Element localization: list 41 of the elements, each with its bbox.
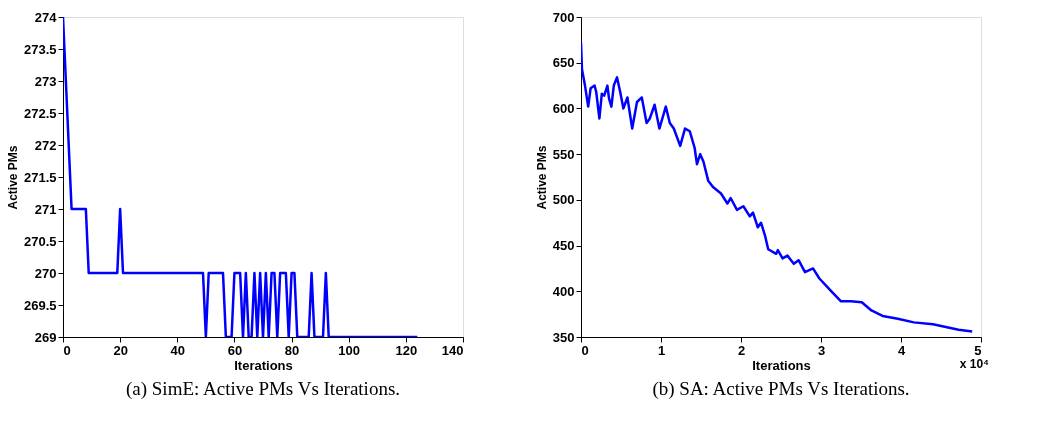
x-tick-label: 2 <box>737 342 746 358</box>
x-tick-label: 120 <box>395 342 418 358</box>
x-tick-label: 0 <box>63 342 71 358</box>
y-tick-label: 269 <box>34 329 57 345</box>
y-tick-label: 270 <box>34 265 57 281</box>
y-tick-label: 274 <box>34 9 58 25</box>
y-tick-label: 700 <box>552 9 575 25</box>
x-tick-label: 20 <box>113 342 128 358</box>
y-tick-label: 271 <box>34 201 57 217</box>
y-tick-label: 550 <box>552 146 575 162</box>
y-axis-title: Active PMs <box>534 145 549 210</box>
y-tick-label: 270.5 <box>23 233 57 249</box>
x-axis-title: Iterations <box>752 357 811 373</box>
text: (a) SimE: Active PMs Vs Iterations. <box>125 378 401 400</box>
y-tick-label: 269.5 <box>23 297 57 313</box>
x-tick-label: 80 <box>284 342 300 358</box>
text: (b) SA: Active PMs Vs Iterations. <box>652 378 910 400</box>
y-tick-label: 500 <box>552 192 575 208</box>
y-tick-label: 272 <box>34 137 57 153</box>
x-tick-label: 140 <box>441 342 464 358</box>
x-tick-label: 4 <box>897 342 906 358</box>
y-tick-label: 350 <box>552 329 575 345</box>
x-axis-title: Iterations <box>234 357 293 373</box>
y-axis-title: Active PMs <box>5 145 20 210</box>
y-tick-label: 600 <box>552 100 575 116</box>
x-tick-label: 100 <box>338 342 361 358</box>
y-tick-label: 650 <box>552 55 575 71</box>
x-tick-label: 5 <box>974 342 982 358</box>
y-tick-label: 450 <box>552 238 575 254</box>
y-tick-label: 273 <box>34 73 57 89</box>
y-tick-label: 271.5 <box>23 169 57 185</box>
text: x 10⁴ <box>959 357 990 371</box>
x-tick-label: 3 <box>817 342 826 358</box>
line-series <box>581 41 974 333</box>
y-tick-label: 400 <box>552 283 575 299</box>
y-tick-label: 272.5 <box>23 105 57 121</box>
x-tick-label: 60 <box>227 342 243 358</box>
x-tick-label: 40 <box>170 342 186 358</box>
x-tick-label: 0 <box>581 342 589 358</box>
x-tick-label: 1 <box>657 342 666 358</box>
y-tick-label: 273.5 <box>23 41 57 57</box>
